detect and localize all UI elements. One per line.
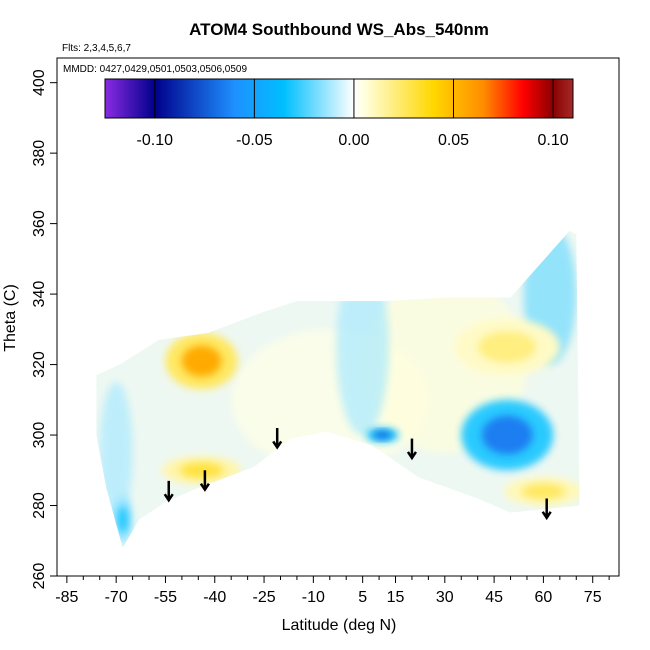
anomaly-core: [181, 345, 222, 377]
y-axis: 260 280 300 320 340 360 380 400: [31, 69, 57, 589]
y-tick-label: 340: [31, 281, 48, 308]
dates-note: MMDD: 0427,0429,0501,0503,0506,0509: [63, 64, 247, 75]
x-axis-label: Latitude (deg N): [282, 617, 397, 634]
colorbar-tick-label: -0.10: [137, 132, 174, 149]
y-tick-label: 280: [31, 492, 48, 519]
x-tick-label: 5: [358, 589, 367, 606]
colorbar-tick-label: 0.00: [338, 132, 369, 149]
colorbar-tick-label: 0.05: [438, 132, 469, 149]
colorbar-tick-label: -0.05: [236, 132, 273, 149]
anomaly-core: [478, 331, 537, 363]
flight-arrow: [163, 480, 174, 503]
x-tick-label: 60: [535, 589, 553, 606]
plot-frame: [56, 57, 620, 577]
y-tick-label: 260: [31, 563, 48, 590]
colorbar-tick-label: 0.10: [538, 132, 569, 149]
x-tick-label: 45: [485, 589, 503, 606]
flight-arrow: [541, 498, 552, 521]
flight-arrow: [272, 428, 283, 450]
anomaly-core: [179, 462, 224, 479]
background-tint: [336, 258, 389, 436]
colorbar: -0.10 -0.05 0.00 0.05 0.10: [104, 78, 574, 149]
chart-title: ATOM4 Southbound WS_Abs_540nm: [189, 20, 489, 39]
flights-note: Flts: 2,3,4,5,6,7: [62, 43, 131, 54]
anomaly-core: [373, 431, 392, 439]
y-tick-label: 320: [31, 351, 48, 378]
flight-arrow: [406, 438, 417, 461]
y-tick-label: 400: [31, 69, 48, 96]
x-tick-label: -55: [154, 589, 177, 606]
anomaly-core: [521, 483, 566, 500]
x-tick-label: 15: [387, 589, 405, 606]
x-tick-label: -25: [252, 589, 275, 606]
x-tick-label: 75: [584, 589, 602, 606]
y-tick-label: 360: [31, 210, 48, 237]
x-tick-label: -85: [55, 589, 78, 606]
y-tick-label: 380: [31, 140, 48, 167]
background-tint: [99, 382, 133, 524]
colorbar-gradient: [104, 78, 574, 119]
x-tick-label: 30: [436, 589, 454, 606]
anomaly-core: [481, 415, 533, 455]
x-tick-label: -10: [302, 589, 325, 606]
flight-arrows: [163, 428, 552, 521]
anomaly-core: [117, 506, 129, 534]
x-axis: -85 -70 -55 -40 -25 -10 5 15 30 45 60 75: [55, 576, 610, 606]
y-tick-label: 300: [31, 422, 48, 449]
x-tick-label: -70: [105, 589, 128, 606]
x-tick-label: -40: [203, 589, 226, 606]
y-axis-label: Theta (C): [2, 284, 19, 352]
flight-arrow: [199, 470, 210, 492]
